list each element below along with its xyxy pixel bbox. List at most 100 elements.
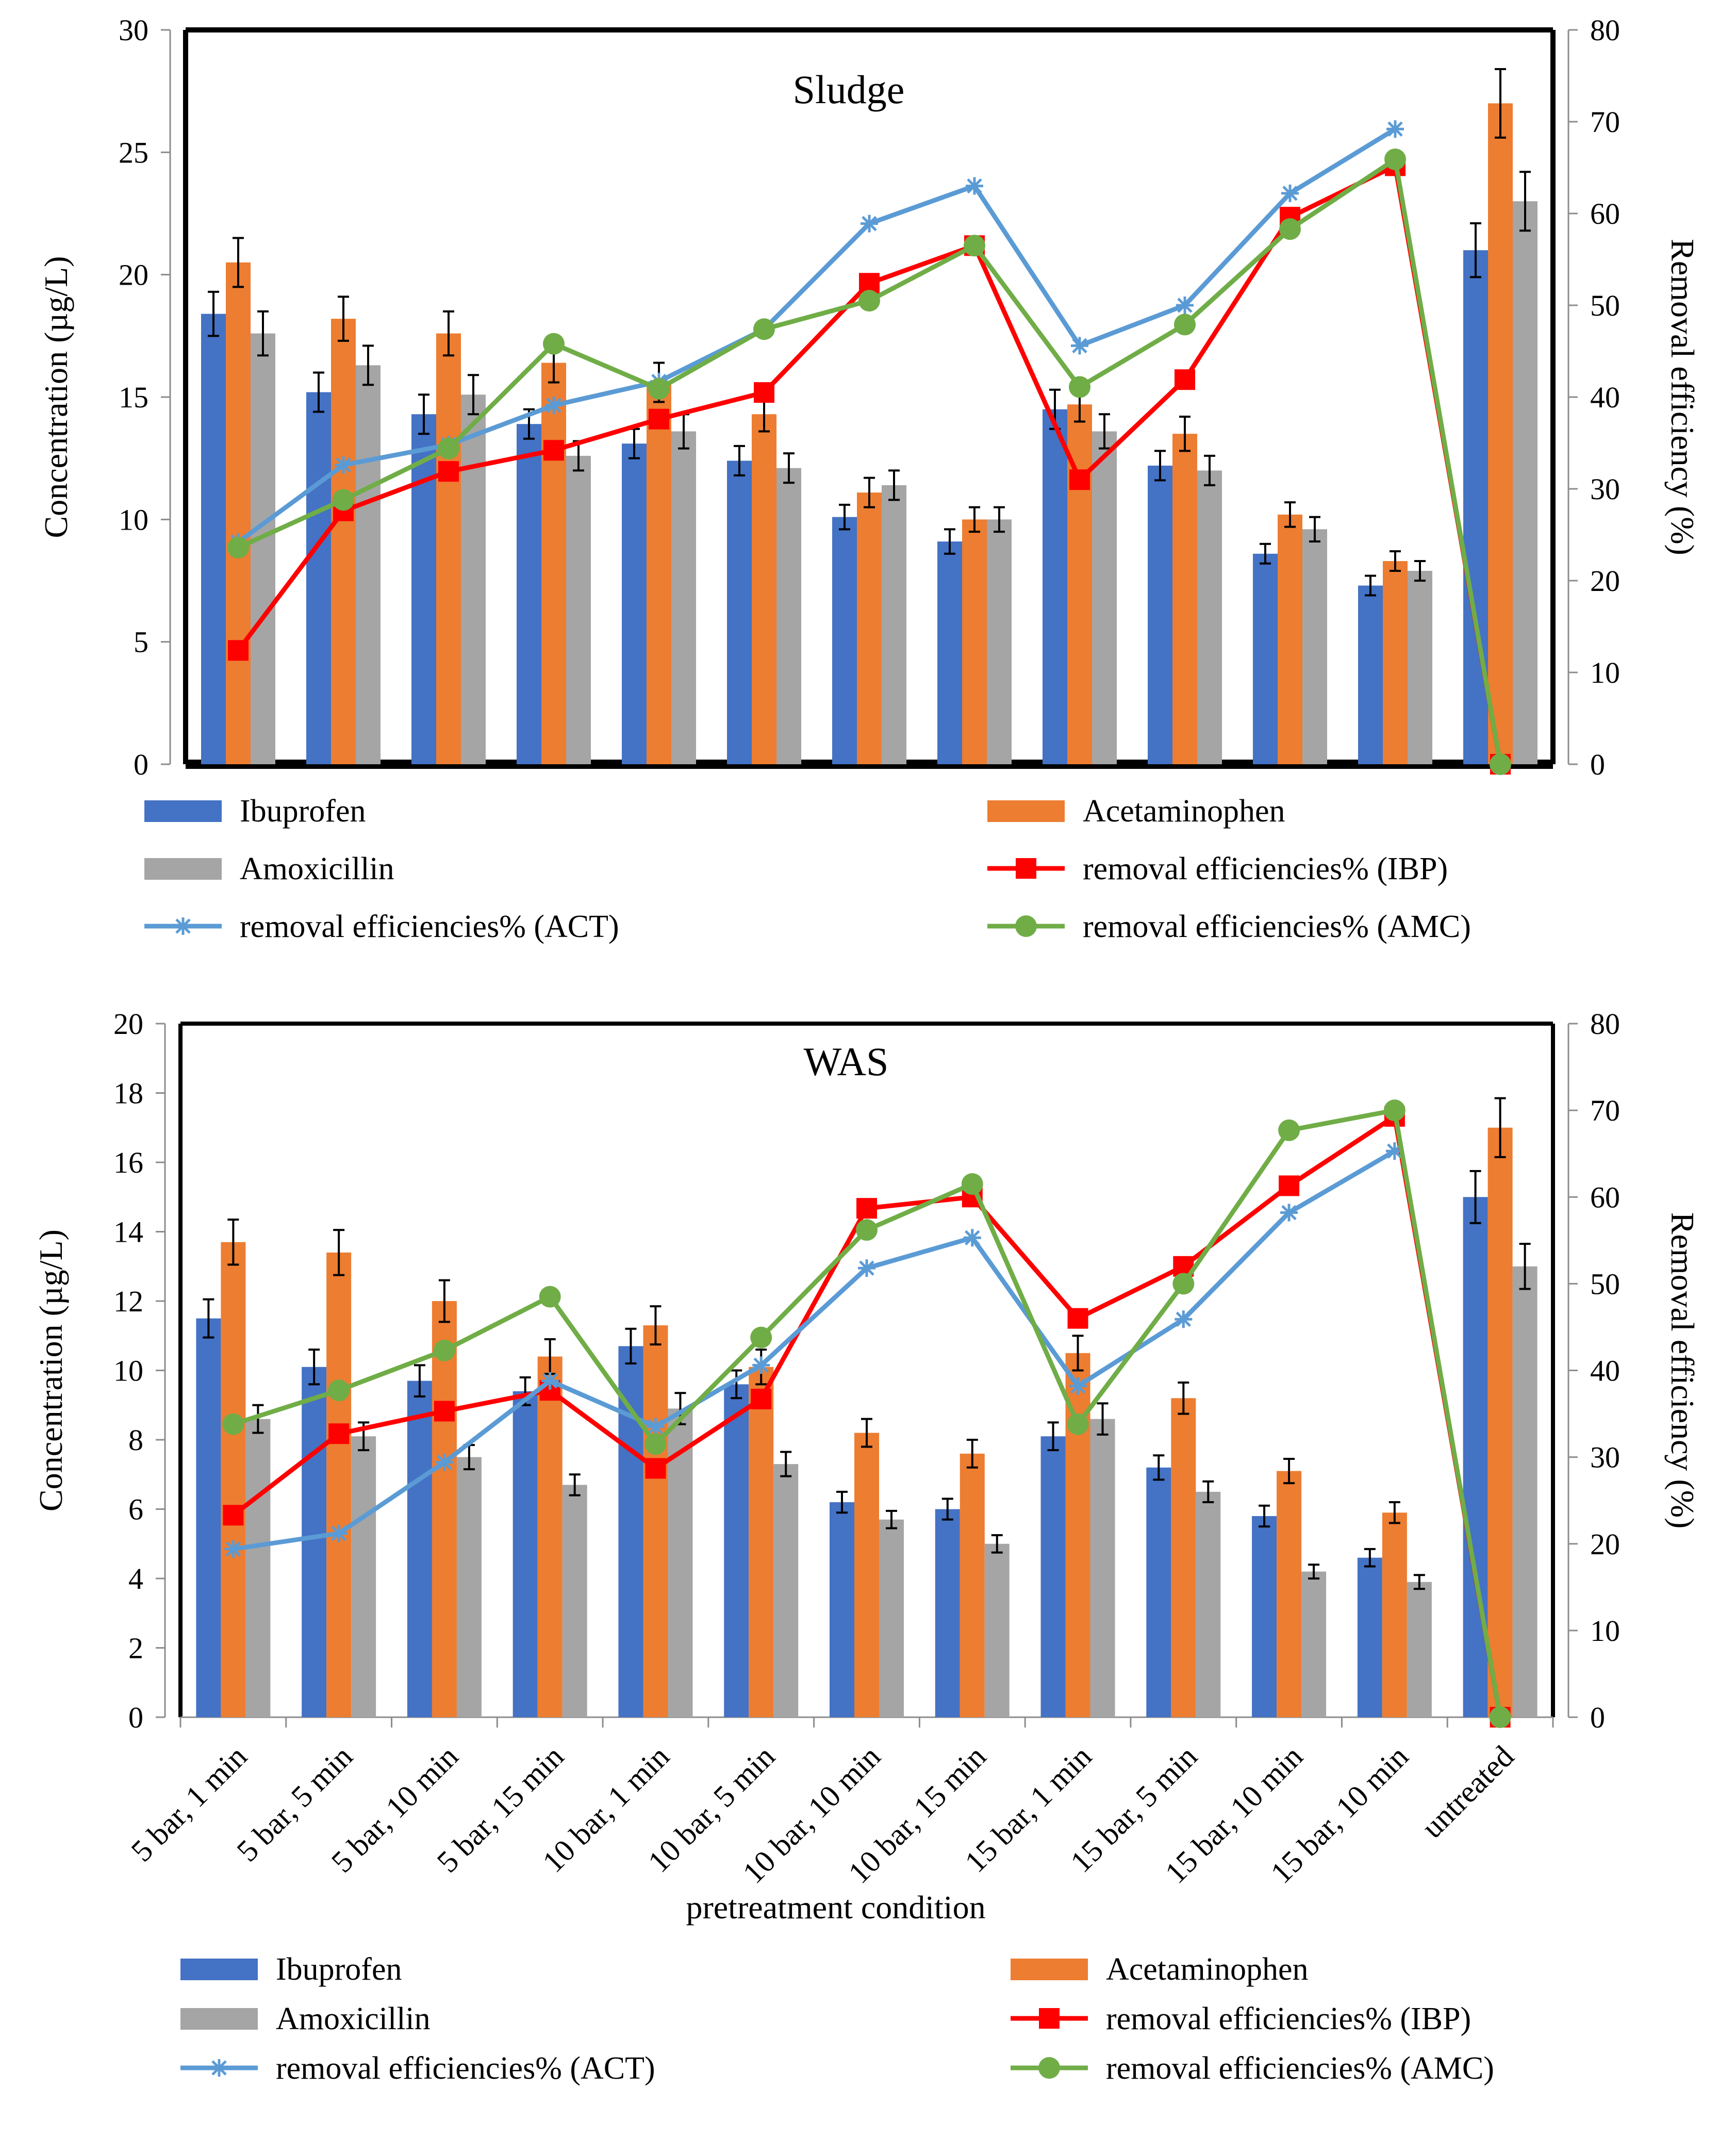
- bar-ibuprofen: [724, 1384, 749, 1717]
- bar-acetaminophen: [1383, 561, 1408, 764]
- marker-removal-efficiencies-amc: [333, 489, 354, 511]
- marker-removal-efficiencies-act: [541, 1372, 559, 1390]
- bar-acetaminophen: [854, 1433, 879, 1717]
- bar-acetaminophen: [1382, 1512, 1407, 1717]
- marker-removal-efficiencies-amc: [648, 377, 670, 400]
- bar-ibuprofen: [832, 517, 857, 764]
- marker-removal-efficiencies-amc: [539, 1286, 561, 1308]
- right-axis-tick-label: 0: [1590, 1701, 1605, 1734]
- marker-removal-efficiencies-ibp: [754, 382, 774, 403]
- left-axis-tick-label: 8: [128, 1423, 143, 1457]
- marker-removal-efficiencies-act: [1386, 120, 1404, 138]
- marker-removal-efficiencies-amc: [227, 536, 249, 558]
- bar-ibuprofen: [517, 424, 541, 764]
- bar-amoxicillin: [987, 519, 1012, 764]
- marker-removal-efficiencies-act: [966, 177, 983, 195]
- bar-amoxicillin: [1302, 529, 1327, 764]
- bar-acetaminophen: [541, 363, 566, 764]
- marker-removal-efficiencies-ibp: [1069, 469, 1090, 490]
- bar-amoxicillin: [356, 365, 381, 764]
- legend-marker-removal-efficiencies-amc: [1038, 2057, 1060, 2079]
- bar-acetaminophen: [226, 262, 251, 764]
- right-axis-tick-label: 30: [1590, 472, 1620, 506]
- left-axis-tick-label: 20: [113, 1007, 143, 1041]
- marker-removal-efficiencies-act: [1069, 1377, 1087, 1395]
- bar-ibuprofen: [302, 1367, 327, 1717]
- legend-marker-removal-efficiencies-act: [174, 917, 192, 935]
- legend-marker-removal-efficiencies-act: [210, 2059, 228, 2077]
- bar-acetaminophen: [857, 492, 882, 764]
- bar-amoxicillin: [671, 431, 696, 764]
- bar-amoxicillin: [1090, 1419, 1115, 1717]
- bar-amoxicillin: [1197, 470, 1222, 764]
- bar-acetaminophen: [752, 414, 776, 764]
- left-axis-tick-label: 10: [113, 1354, 143, 1388]
- bar-acetaminophen: [643, 1325, 668, 1717]
- marker-removal-efficiencies-act: [330, 1524, 348, 1542]
- bar-acetaminophen: [1487, 1127, 1513, 1717]
- bar-ibuprofen: [1148, 465, 1172, 764]
- marker-removal-efficiencies-amc: [438, 437, 459, 459]
- right-axis-tick-label: 20: [1590, 1527, 1620, 1561]
- right-axis-tick-label: 30: [1590, 1441, 1620, 1474]
- bar-amoxicillin: [1513, 201, 1537, 765]
- right-axis-title: Removal efficiency (%): [1664, 1212, 1701, 1529]
- marker-removal-efficiencies-ibp: [1067, 1308, 1088, 1329]
- right-axis-tick-label: 80: [1590, 13, 1620, 47]
- bar-acetaminophen: [1488, 103, 1513, 764]
- marker-removal-efficiencies-amc: [1279, 218, 1301, 240]
- bar-amoxicillin: [882, 485, 906, 764]
- chart-title: WAS: [804, 1039, 889, 1084]
- left-axis-tick-label: 14: [113, 1215, 143, 1249]
- x-category-label: 5 bar, 1 min: [125, 1739, 254, 1868]
- right-axis-tick-label: 70: [1590, 105, 1620, 139]
- left-axis-tick-label: 0: [134, 748, 148, 781]
- marker-removal-efficiencies-amc: [1067, 1413, 1089, 1435]
- marker-removal-efficiencies-amc: [858, 290, 880, 312]
- bar-amoxicillin: [456, 1457, 482, 1717]
- marker-removal-efficiencies-amc: [856, 1219, 878, 1241]
- right-axis-tick-label: 50: [1590, 1267, 1620, 1301]
- bar-acetaminophen: [1172, 434, 1197, 764]
- marker-removal-efficiencies-ibp: [645, 1458, 666, 1479]
- left-axis-tick-label: 18: [113, 1077, 143, 1110]
- marker-removal-efficiencies-ibp: [328, 1423, 350, 1444]
- marker-removal-efficiencies-amc: [1384, 148, 1406, 170]
- marker-removal-efficiencies-act: [435, 1453, 453, 1471]
- chart-title: Sludge: [793, 67, 905, 112]
- legend-label-removal-efficiencies-amc: removal efficiencies% (AMC): [1083, 909, 1471, 944]
- marker-removal-efficiencies-ibp: [856, 1198, 877, 1219]
- marker-removal-efficiencies-ibp: [434, 1401, 455, 1422]
- bar-acetaminophen: [749, 1367, 774, 1717]
- sludge-chart: 0 5 10 15 20 25 30 0 10 20 30 40 50 60 70 80 Concentrati…: [38, 13, 1701, 944]
- marker-removal-efficiencies-amc: [1383, 1099, 1406, 1122]
- bar-ibuprofen: [1463, 1197, 1488, 1717]
- marker-removal-efficiencies-act: [963, 1229, 981, 1247]
- bar-acetaminophen: [962, 519, 987, 764]
- legend-swatch-acetaminophen: [1011, 1959, 1088, 1980]
- left-axis-tick-label: 10: [119, 503, 148, 536]
- bar-ibuprofen: [937, 541, 962, 764]
- marker-removal-efficiencies-ibp: [649, 408, 669, 430]
- right-axis-title: Removal efficiency (%): [1664, 239, 1701, 555]
- left-axis-tick-label: 5: [134, 626, 148, 659]
- bar-amoxicillin: [351, 1436, 376, 1717]
- bar-acetaminophen: [1171, 1398, 1196, 1717]
- bar-amoxicillin: [984, 1543, 1010, 1717]
- left-axis-tick-label: 12: [113, 1285, 143, 1318]
- right-axis-tick-label: 50: [1590, 289, 1620, 322]
- marker-removal-efficiencies-act: [224, 1540, 242, 1558]
- bar-ibuprofen: [830, 1502, 854, 1717]
- legend-swatch-ibuprofen: [180, 1959, 258, 1980]
- legend-swatch-acetaminophen: [987, 800, 1065, 822]
- marker-removal-efficiencies-ibp: [438, 461, 459, 482]
- left-axis-tick-label: 30: [119, 13, 148, 47]
- legend-swatch-amoxicillin: [144, 858, 222, 880]
- left-axis-tick-label: 0: [128, 1701, 143, 1734]
- bar-acetaminophen: [1277, 1471, 1302, 1717]
- marker-removal-efficiencies-amc: [753, 318, 775, 340]
- marker-removal-efficiencies-act: [1176, 297, 1194, 314]
- right-axis-tick-label: 20: [1590, 564, 1620, 598]
- bar-acetaminophen: [436, 333, 461, 764]
- marker-removal-efficiencies-act: [752, 1356, 770, 1374]
